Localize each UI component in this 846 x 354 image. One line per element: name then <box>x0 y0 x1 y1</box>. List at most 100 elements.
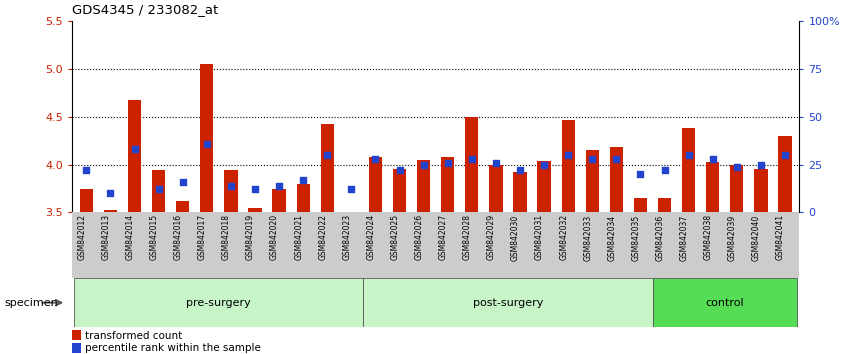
Text: GSM842036: GSM842036 <box>656 215 665 261</box>
Point <box>104 190 118 196</box>
Point <box>634 171 647 177</box>
Text: GSM842013: GSM842013 <box>102 215 111 261</box>
Text: GSM842039: GSM842039 <box>728 215 737 261</box>
Text: post-surgery: post-surgery <box>473 298 543 308</box>
Bar <box>730 165 744 212</box>
Bar <box>201 64 213 212</box>
Text: GSM842012: GSM842012 <box>77 215 86 260</box>
Text: GSM842031: GSM842031 <box>536 215 544 261</box>
Point <box>369 156 382 162</box>
Bar <box>465 117 479 212</box>
Bar <box>72 343 81 353</box>
Text: GSM842027: GSM842027 <box>439 215 448 261</box>
Bar <box>682 128 695 212</box>
Bar <box>74 278 364 327</box>
Point <box>706 156 719 162</box>
Text: GSM842030: GSM842030 <box>511 215 520 261</box>
Bar <box>224 170 238 212</box>
Bar <box>755 169 767 212</box>
Bar <box>706 162 719 212</box>
Text: GSM842024: GSM842024 <box>366 215 376 261</box>
Point <box>344 187 358 192</box>
Bar <box>176 201 190 212</box>
Bar <box>80 188 93 212</box>
Text: pre-surgery: pre-surgery <box>186 298 251 308</box>
Bar <box>610 147 623 212</box>
Text: specimen: specimen <box>4 298 58 308</box>
Text: GSM842023: GSM842023 <box>343 215 351 261</box>
Bar <box>634 198 647 212</box>
Bar <box>489 165 503 212</box>
Bar <box>249 207 261 212</box>
Point <box>514 167 527 173</box>
Point <box>489 160 503 166</box>
Point <box>754 162 767 167</box>
Text: GSM842040: GSM842040 <box>752 215 761 261</box>
Text: GSM842033: GSM842033 <box>583 215 592 261</box>
Bar <box>104 211 117 212</box>
Text: GSM842018: GSM842018 <box>222 215 231 260</box>
Point <box>393 167 406 173</box>
Text: GSM842026: GSM842026 <box>415 215 424 261</box>
Bar <box>369 157 382 212</box>
Bar <box>72 330 81 340</box>
Text: GSM842041: GSM842041 <box>776 215 785 261</box>
Text: GSM842016: GSM842016 <box>173 215 183 261</box>
Point <box>224 183 238 188</box>
Point <box>562 152 575 158</box>
Point <box>465 156 479 162</box>
Point <box>296 177 310 183</box>
Bar <box>297 184 310 212</box>
Text: control: control <box>706 298 744 308</box>
Bar <box>652 278 797 327</box>
Point <box>682 152 695 158</box>
Bar <box>537 161 551 212</box>
Point <box>441 160 454 166</box>
Point <box>537 162 551 167</box>
Point <box>128 147 141 152</box>
Point <box>152 187 166 192</box>
Text: GSM842034: GSM842034 <box>607 215 617 261</box>
Text: GSM842020: GSM842020 <box>270 215 279 261</box>
Text: GSM842038: GSM842038 <box>704 215 712 261</box>
Bar <box>393 169 406 212</box>
Point <box>176 179 190 185</box>
Bar <box>562 120 574 212</box>
Bar <box>658 198 671 212</box>
Point <box>610 156 624 162</box>
Text: GSM842025: GSM842025 <box>391 215 399 261</box>
Bar <box>441 157 454 212</box>
Text: percentile rank within the sample: percentile rank within the sample <box>85 343 261 353</box>
Point <box>321 152 334 158</box>
Text: GSM842022: GSM842022 <box>318 215 327 260</box>
Point <box>730 164 744 169</box>
Bar <box>417 160 431 212</box>
Point <box>200 141 213 147</box>
Point <box>585 156 599 162</box>
Bar <box>321 124 334 212</box>
Text: GSM842015: GSM842015 <box>150 215 159 261</box>
Point <box>272 183 286 188</box>
Bar <box>585 150 599 212</box>
Text: GSM842037: GSM842037 <box>679 215 689 261</box>
Text: GSM842014: GSM842014 <box>125 215 135 261</box>
Bar <box>152 170 165 212</box>
Text: GSM842017: GSM842017 <box>198 215 206 261</box>
Text: GSM842019: GSM842019 <box>246 215 255 261</box>
Point <box>80 167 93 173</box>
Bar <box>128 99 141 212</box>
Point <box>248 187 261 192</box>
Point <box>417 162 431 167</box>
Bar <box>272 188 286 212</box>
Bar <box>514 172 526 212</box>
Text: GSM842021: GSM842021 <box>294 215 303 260</box>
Text: GSM842032: GSM842032 <box>559 215 569 261</box>
Text: transformed count: transformed count <box>85 331 182 341</box>
Bar <box>778 136 792 212</box>
Bar <box>364 278 652 327</box>
Text: GSM842029: GSM842029 <box>487 215 496 261</box>
Point <box>778 152 792 158</box>
Point <box>658 167 672 173</box>
Text: GDS4345 / 233082_at: GDS4345 / 233082_at <box>72 3 218 16</box>
Text: GSM842028: GSM842028 <box>463 215 472 260</box>
